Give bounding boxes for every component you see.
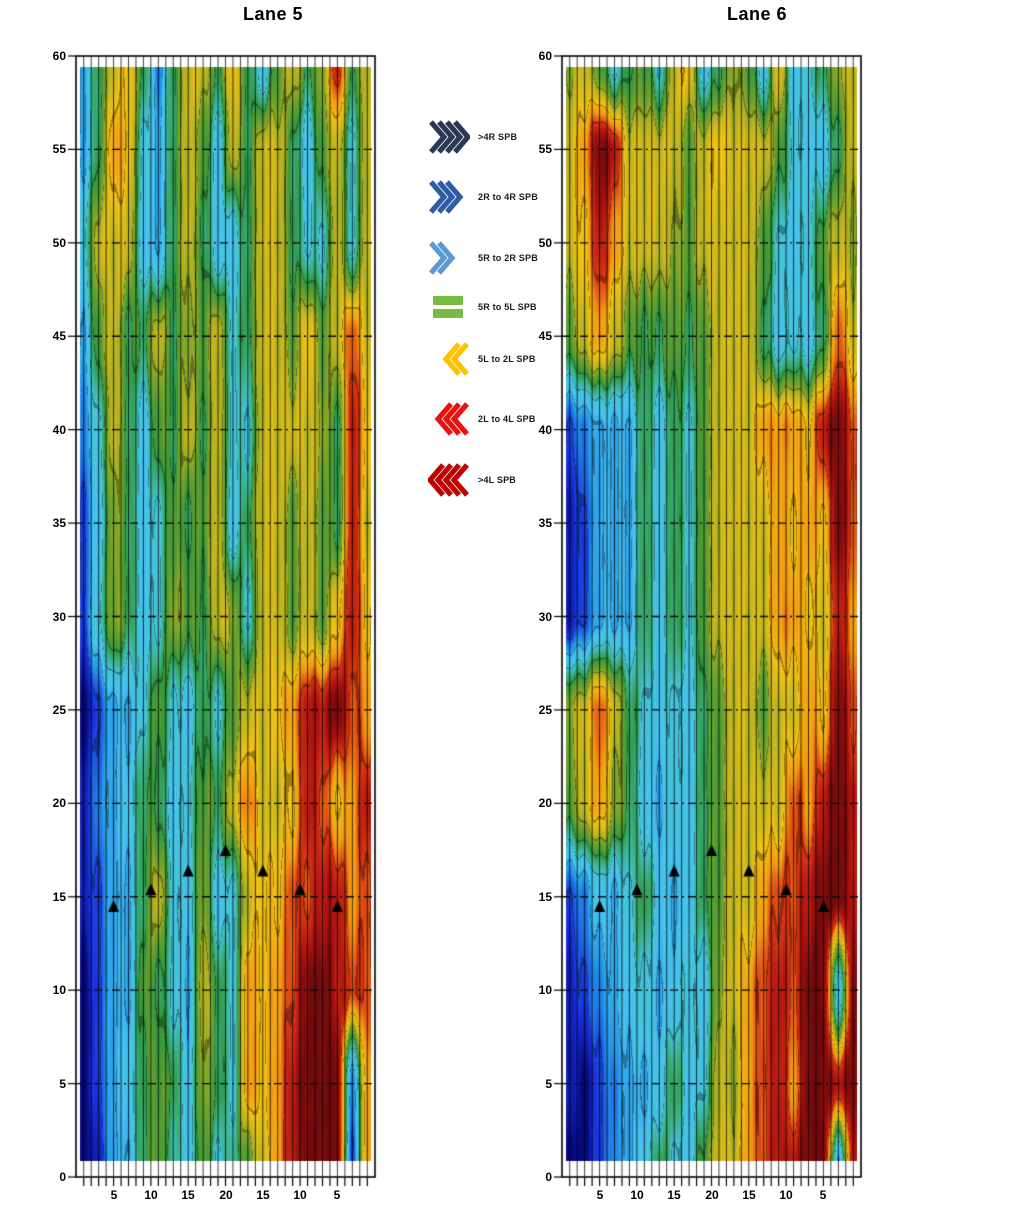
y-tick-label: 5 [59, 1077, 66, 1091]
chevrons-left-3-icon [428, 401, 470, 437]
legend-item-label: 5R to 5L SPB [478, 302, 537, 312]
legend-item: >4L SPB [426, 462, 517, 498]
y-tick-label: 35 [52, 516, 66, 530]
y-tick-label: 60 [52, 49, 66, 63]
equal-bars-icon [428, 289, 470, 325]
legend-item-label: >4R SPB [478, 132, 518, 142]
lane6-contour-canvas [550, 52, 867, 1193]
y-tick-label: 55 [538, 142, 552, 156]
legend-item: >4R SPB [428, 119, 517, 155]
legend-item-label: 5L to 2L SPB [478, 354, 536, 364]
y-tick-label: 20 [52, 796, 66, 810]
y-tick-label: 10 [52, 983, 66, 997]
y-tick-label: 0 [59, 1170, 66, 1184]
chevrons-right-4-icon [428, 119, 472, 155]
y-tick-label: 45 [52, 329, 66, 343]
legend-item-label: 2L to 4L SPB [478, 414, 536, 424]
y-tick-label: 40 [52, 423, 66, 437]
legend-item-label: >4L SPB [478, 475, 517, 485]
lane6-title: Lane 6 [726, 4, 788, 24]
legend-item: 2L to 4L SPB [428, 401, 536, 437]
chevrons-left-4-icon [426, 462, 470, 498]
y-tick-label: 5 [545, 1077, 552, 1091]
legend-item: 5R to 5L SPB [428, 289, 537, 325]
y-tick-label: 55 [52, 142, 66, 156]
y-tick-label: 15 [538, 890, 552, 904]
y-tick-label: 10 [538, 983, 552, 997]
lane5-contour-canvas [64, 52, 381, 1193]
y-tick-label: 25 [538, 703, 552, 717]
y-tick-label: 15 [52, 890, 66, 904]
y-tick-label: 25 [52, 703, 66, 717]
legend-item-label: 2R to 4R SPB [478, 192, 538, 202]
y-tick-label: 30 [52, 610, 66, 624]
y-tick-label: 20 [538, 796, 552, 810]
y-tick-label: 35 [538, 516, 552, 530]
legend-item: 5L to 2L SPB [428, 341, 536, 377]
y-tick-label: 50 [52, 236, 66, 250]
chevrons-left-2-icon [428, 341, 470, 377]
chevrons-right-3-icon [428, 179, 470, 215]
legend-item-label: 5R to 2R SPB [478, 253, 538, 263]
legend-item: 5R to 2R SPB [428, 240, 538, 276]
chevrons-right-2-icon [428, 240, 470, 276]
lane5-title: Lane 5 [242, 4, 304, 24]
legend-item: 2R to 4R SPB [428, 179, 538, 215]
y-tick-label: 60 [538, 49, 552, 63]
y-tick-label: 30 [538, 610, 552, 624]
y-tick-label: 0 [545, 1170, 552, 1184]
